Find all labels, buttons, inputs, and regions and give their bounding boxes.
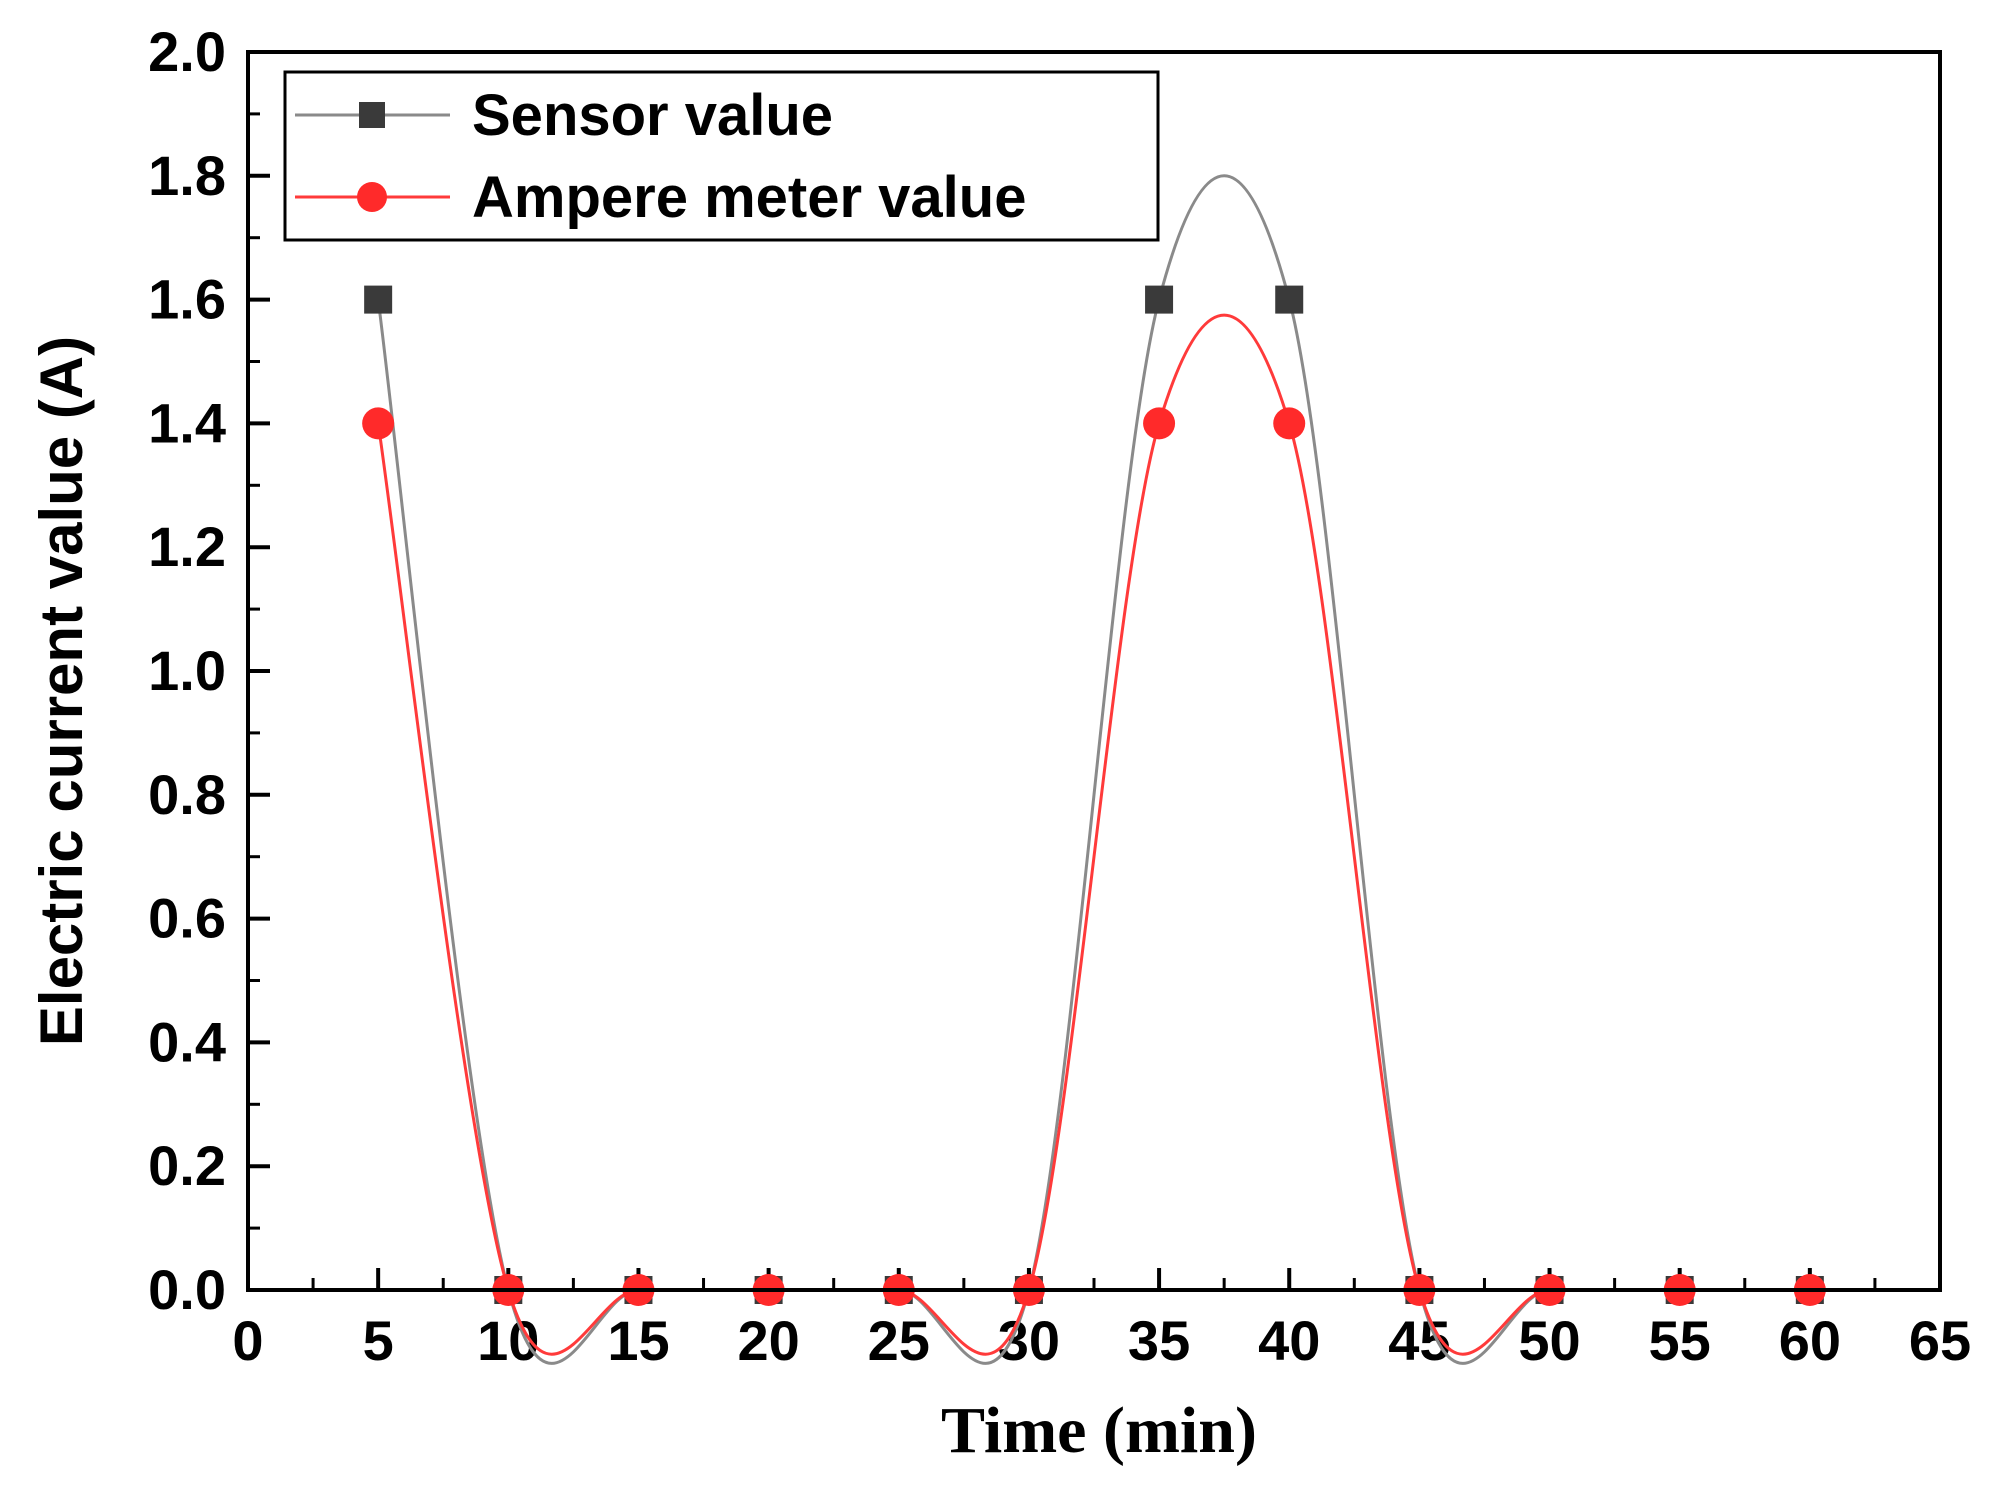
y-tick-label: 1.0 [148,639,226,702]
series-lines [376,174,1810,1365]
y-axis-tick-labels: 0.0 0.2 0.4 0.6 0.8 1.0 1.2 1.4 1.6 1.8 2.0 [148,20,226,1321]
legend-entry-sensor: Sensor value [295,83,833,148]
x-tick-label: 25 [868,1309,930,1372]
series-line [376,174,1810,1365]
x-tick-label: 15 [607,1309,669,1372]
legend-label-sensor: Sensor value [472,83,833,148]
y-axis-ticks [248,50,270,1292]
x-tick-label: 35 [1128,1309,1190,1372]
series-line [376,313,1810,1356]
y-tick-label: 2.0 [148,20,226,83]
data-point-square [1275,285,1304,314]
plot-frame [246,50,1942,1292]
data-point-circle [362,407,395,440]
legend-box [283,70,1160,242]
x-tick-label: 65 [1909,1309,1971,1372]
x-tick-label: 60 [1779,1309,1841,1372]
legend: Sensor value Ampere meter value [283,70,1160,242]
legend-entry-ampere: Ampere meter value [295,165,1026,230]
y-tick-label: 1.6 [148,268,226,331]
y-tick-label: 0.6 [148,887,226,950]
data-point-square [364,285,393,314]
legend-label-ampere: Ampere meter value [472,165,1026,230]
x-tick-label: 50 [1518,1309,1580,1372]
data-point-square [1145,285,1174,314]
data-point-circle [1143,407,1176,440]
y-tick-label: 1.2 [148,515,226,578]
y-tick-label: 1.8 [148,144,226,207]
x-axis-title: Time (min) [941,1394,1257,1467]
legend-marker-circle-icon [357,182,387,212]
x-tick-label: 40 [1258,1309,1320,1372]
data-point-circle [1273,407,1306,440]
y-tick-label: 0.0 [148,1258,226,1321]
x-tick-label: 5 [363,1309,394,1372]
x-tick-label: 55 [1649,1309,1711,1372]
y-tick-label: 0.4 [148,1010,226,1073]
y-tick-label: 0.8 [148,763,226,826]
x-tick-label: 20 [737,1309,799,1372]
x-axis-tick-labels: 0 5 10 15 20 25 30 35 40 45 50 55 60 65 [232,1309,1971,1372]
y-tick-label: 0.2 [148,1134,226,1197]
y-tick-label: 1.4 [148,391,226,454]
legend-marker-square-icon [359,102,385,128]
x-tick-label: 0 [232,1309,263,1372]
y-axis-title: Electric current value (A) [28,336,95,1046]
